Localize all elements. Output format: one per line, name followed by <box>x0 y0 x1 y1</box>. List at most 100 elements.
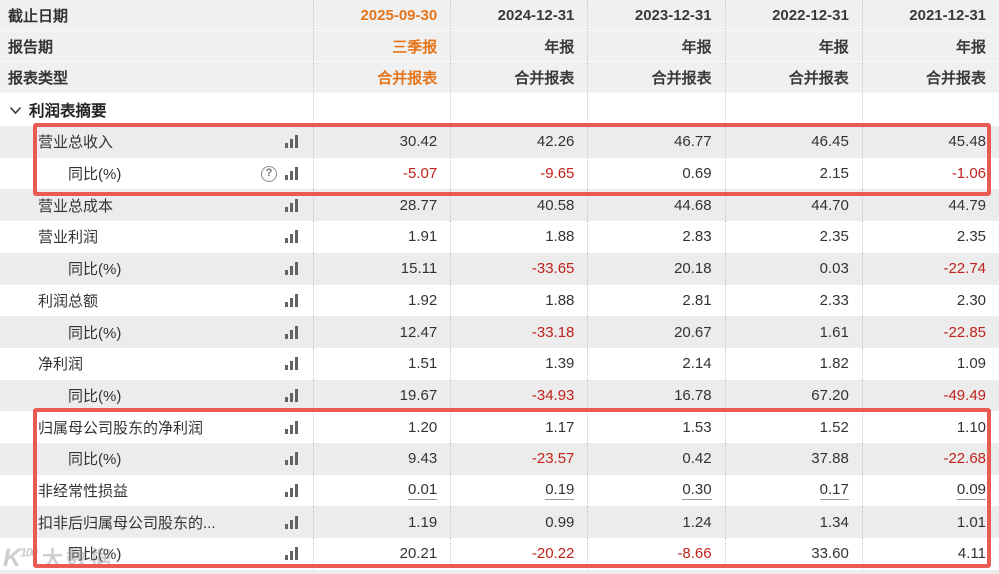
bar-chart-icon[interactable] <box>285 515 298 529</box>
table-row: 同比(%) 19.67 -34.93 16.78 67.20 -49.49 <box>0 379 999 412</box>
value-cell: 1.39 <box>450 347 587 380</box>
bar-chart-icon[interactable] <box>285 388 298 402</box>
bar-chart-icon[interactable] <box>285 547 298 561</box>
empty-cell <box>313 93 450 126</box>
value: 1.53 <box>682 418 712 436</box>
value: 1.91 <box>408 228 438 246</box>
value: 2.35 <box>956 228 987 246</box>
section-title-cell[interactable]: 利润表摘要 <box>0 93 313 126</box>
value-cell: 2.35 <box>861 221 999 253</box>
bar-chart-icon[interactable] <box>285 325 298 339</box>
value: 2.33 <box>819 291 849 309</box>
value-cell: 0.01 <box>313 474 450 507</box>
value: -20.22 <box>531 545 575 563</box>
header-value-cell: 合并报表 <box>450 62 587 92</box>
value-cell: 46.77 <box>587 126 724 158</box>
value: 20.21 <box>399 545 438 563</box>
row-icons <box>285 135 313 149</box>
value-cell: 30.42 <box>313 126 450 158</box>
value-cell: -22.74 <box>861 252 999 285</box>
value-cell: 15.11 <box>313 252 450 285</box>
value-link[interactable]: 0.17 <box>819 481 849 501</box>
row-label: 非经常性损益 <box>38 483 129 501</box>
header-value: 2023-12-31 <box>634 6 712 24</box>
value-cell: 1.91 <box>313 221 450 253</box>
value: 2.35 <box>819 228 849 246</box>
row-label: 营业总成本 <box>38 197 114 215</box>
row-icons <box>285 452 313 466</box>
header-row-label: 截止日期 <box>8 7 69 25</box>
value: 9.43 <box>408 450 438 468</box>
value: 1.82 <box>819 355 849 373</box>
value-cell: 0.09 <box>861 474 999 507</box>
bar-chart-icon[interactable] <box>285 230 298 244</box>
header-value: 年报 <box>681 38 712 56</box>
value-link[interactable]: 0.30 <box>682 481 712 501</box>
row-label: 同比(%) <box>68 261 122 279</box>
header-value-cell: 2022-12-31 <box>724 0 862 30</box>
value: 1.10 <box>956 418 987 436</box>
value: 67.20 <box>811 386 849 404</box>
value: 1.39 <box>545 355 575 373</box>
question-circle-icon[interactable]: ? <box>261 165 277 182</box>
value-cell: -49.49 <box>861 379 999 412</box>
bar-chart-icon[interactable] <box>285 452 298 466</box>
header-label-cell: 报告期 <box>0 31 313 61</box>
row-icons <box>285 420 313 434</box>
row-label-cell: 同比(%) <box>0 538 313 570</box>
table-row: 同比(%) 12.47 -33.18 20.67 1.61 -22.85 <box>0 316 999 348</box>
value-cell: -20.22 <box>450 538 587 570</box>
value: 46.77 <box>674 133 712 151</box>
header-value: 2021-12-31 <box>909 6 987 24</box>
value-link[interactable]: 0.09 <box>956 481 987 501</box>
value: 30.42 <box>399 133 438 151</box>
bar-chart-icon[interactable] <box>285 167 298 181</box>
header-row-statement-type: 报表类型 合并报表 合并报表 合并报表 合并报表 合并报表 <box>0 62 999 93</box>
row-label: 同比(%) <box>68 387 122 405</box>
value-cell: 1.20 <box>313 411 450 444</box>
value-cell: 1.82 <box>724 347 862 380</box>
value-cell: 46.45 <box>724 126 862 158</box>
row-icons <box>285 388 313 402</box>
value-cell: 1.01 <box>861 506 999 539</box>
value: 15.11 <box>400 260 438 278</box>
value-cell: 16.78 <box>587 379 724 412</box>
bar-chart-icon[interactable] <box>285 198 298 212</box>
bar-chart-icon[interactable] <box>285 262 298 276</box>
value-cell: 44.79 <box>861 189 999 222</box>
header-value: 2024-12-31 <box>497 6 575 24</box>
header-row-label: 报告期 <box>8 38 54 56</box>
bar-chart-icon[interactable] <box>285 135 298 149</box>
empty-cell <box>861 93 999 126</box>
bar-chart-icon[interactable] <box>285 293 298 307</box>
value-cell: 44.70 <box>724 189 862 222</box>
empty-cell <box>724 93 862 126</box>
value: 2.83 <box>682 228 712 246</box>
value-cell: 1.52 <box>724 411 862 444</box>
row-icons <box>285 230 313 244</box>
row-label-cell: 利润总额 <box>0 285 313 317</box>
value-cell: 0.99 <box>450 506 587 539</box>
value-link[interactable]: 0.01 <box>408 481 438 501</box>
bar-chart-icon[interactable] <box>285 420 298 434</box>
value-cell: -8.66 <box>587 538 724 570</box>
value: 37.88 <box>811 450 849 468</box>
value-cell: 20.21 <box>313 538 450 570</box>
table-row: 利润总额 1.92 1.88 2.81 2.33 2.30 <box>0 284 999 317</box>
bar-chart-icon[interactable] <box>285 484 298 498</box>
table-row: 同比(%)? -5.07 -9.65 0.69 2.15 -1.06 <box>0 157 999 190</box>
header-value-cell: 合并报表 <box>861 62 999 92</box>
chevron-down-icon[interactable] <box>9 106 22 115</box>
bar-chart-icon[interactable] <box>285 357 298 371</box>
header-value: 年报 <box>818 38 849 56</box>
value-cell: -33.18 <box>450 316 587 348</box>
header-row-end-date: 截止日期 2025-09-30 2024-12-31 2023-12-31 20… <box>0 0 999 31</box>
value: -1.06 <box>951 165 987 183</box>
value: 1.88 <box>545 228 575 246</box>
row-label-cell: 同比(%) <box>0 443 313 475</box>
section-income-statement-summary[interactable]: 利润表摘要 <box>0 93 999 126</box>
table-row: 归属母公司股东的净利润 1.20 1.17 1.53 1.52 1.10 <box>0 411 999 444</box>
value-link[interactable]: 0.19 <box>545 481 575 501</box>
header-value-cell: 2021-12-31 <box>861 0 999 30</box>
value: 1.09 <box>956 355 987 373</box>
